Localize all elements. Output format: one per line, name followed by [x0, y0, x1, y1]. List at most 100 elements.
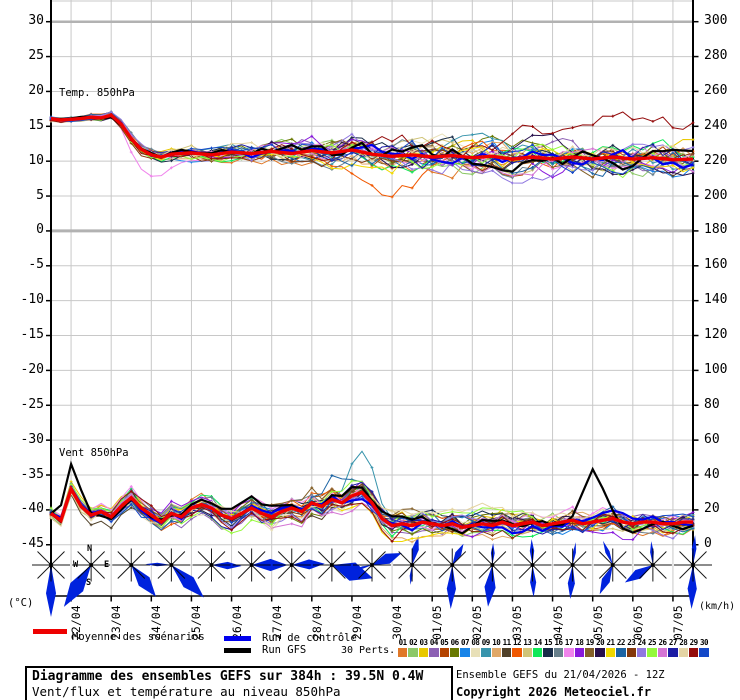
member-number: 18 [575, 638, 584, 647]
right-axis-tick-label: 80 [704, 396, 720, 412]
x-axis-date-label: 03/05 [510, 605, 525, 640]
member-number: 17 [564, 638, 574, 647]
member-color-block [678, 648, 688, 657]
member-swatch: 09 [481, 638, 491, 657]
compass-west-label: W [73, 560, 79, 570]
member-swatch: 26 [657, 638, 668, 657]
member-color-block [605, 648, 616, 657]
member-color-block [460, 648, 470, 657]
compass-south-label: S [86, 578, 92, 588]
left-axis-tick-label: 0 [36, 222, 44, 238]
left-axis-tick-label: 10 [28, 152, 44, 168]
legend-mean-swatch [33, 629, 67, 634]
member-swatch: 02 [408, 638, 418, 657]
wind-rose [63, 548, 111, 607]
x-axis-date-label: 01/05 [430, 605, 445, 640]
footer-subtitle: Vent/flux et température au niveau 850hP… [32, 684, 341, 699]
left-axis-tick-label: 20 [28, 82, 44, 98]
axes [46, 0, 699, 602]
x-axis-date-label: 26/04 [229, 605, 244, 640]
x-axis-date-label: 30/04 [390, 605, 405, 640]
ensemble-series [49, 110, 695, 544]
right-axis-tick-label: 20 [704, 501, 720, 517]
wind-rose [145, 548, 204, 598]
x-axis-date-label: 04/05 [550, 605, 565, 640]
right-axis-unit: (km/h) [699, 601, 736, 612]
compass-north-label: N [87, 544, 93, 554]
wind-direction-wedge [572, 542, 576, 565]
member-number: 24 [637, 638, 647, 647]
left-axis-tick-label: -30 [20, 431, 44, 447]
left-axis-tick-label: 30 [28, 13, 44, 29]
member-number: 23 [627, 638, 636, 647]
wind-rose [593, 540, 632, 595]
left-axis-tick-label: -15 [20, 327, 44, 343]
member-number: 12 [512, 638, 522, 647]
wind-rose [473, 543, 512, 607]
member-swatch: 01 [398, 638, 408, 657]
member-color-block [398, 648, 408, 657]
member-number: 04 [429, 638, 439, 647]
member-number: 29 [689, 638, 699, 647]
x-axis-date-label: 02/05 [470, 605, 485, 640]
right-axis-tick-label: 180 [704, 222, 728, 238]
member-swatch: 15 [543, 638, 553, 657]
member-color-block [470, 648, 481, 657]
left-axis-tick-label: 5 [36, 187, 44, 203]
member-number: 27 [668, 638, 678, 647]
right-axis-tick-label: 300 [704, 13, 728, 29]
wind-direction-wedge [63, 565, 92, 607]
footer-title: Diagramme des ensembles GEFS sur 384h : … [32, 669, 424, 684]
member-swatch: 23 [626, 638, 636, 657]
member-swatch: 03 [418, 638, 429, 657]
gridlines [51, 0, 693, 596]
left-axis-tick-label: 25 [28, 48, 44, 64]
member-color-block [616, 648, 626, 657]
x-axis-date-label: 07/05 [670, 605, 685, 640]
member-color-block [543, 648, 553, 657]
left-axis-tick-label: -40 [20, 501, 44, 517]
wind-rose [433, 543, 472, 609]
member-swatch: 25 [647, 638, 657, 657]
temp-panel-label: Temp. 850hPa [59, 87, 135, 99]
member-number: 06 [450, 638, 460, 647]
member-swatch: 27 [668, 638, 678, 657]
wind-direction-wedge [131, 565, 156, 597]
member-color-block [408, 648, 418, 657]
member-number: 02 [409, 638, 418, 647]
member-color-block [564, 648, 574, 657]
right-axis-tick-label: 100 [704, 361, 728, 377]
member-swatch: 28 [678, 638, 688, 657]
left-axis-tick-label: -10 [20, 292, 44, 308]
wind-rose [553, 542, 592, 599]
ensemble-mean-wind-line [50, 484, 693, 530]
member-swatch: 20 [595, 638, 605, 657]
member-number: 19 [585, 638, 595, 647]
right-axis-tick-label: 160 [704, 257, 728, 273]
legend-perts-label: 30 Perts. [341, 645, 396, 656]
member-color-block [626, 648, 636, 657]
member-swatch: 12 [512, 638, 522, 657]
right-axis-tick-label: 200 [704, 187, 728, 203]
wind-rose [513, 539, 552, 597]
right-axis-tick-label: 220 [704, 152, 728, 168]
wind-rose [393, 535, 432, 585]
wind-direction-wedge [530, 565, 537, 597]
legend-mean-label: Moyenne des scénarios [72, 631, 205, 643]
copyright-text: Copyright 2026 Meteociel.fr [456, 685, 652, 699]
compass-east-label: E [104, 560, 110, 570]
wind-rose [32, 548, 70, 617]
member-number: 07 [461, 638, 470, 647]
member-number: 11 [502, 638, 512, 647]
member-color-block [636, 648, 647, 657]
legend-gfs-swatch [224, 648, 251, 653]
left-axis-tick-label: 15 [28, 117, 44, 133]
wind-rose [232, 548, 288, 582]
right-axis-tick-label: 240 [704, 117, 728, 133]
member-color-block [449, 648, 460, 657]
member-color-block [429, 648, 439, 657]
member-swatch: 13 [522, 638, 533, 657]
member-color-block [491, 648, 501, 657]
